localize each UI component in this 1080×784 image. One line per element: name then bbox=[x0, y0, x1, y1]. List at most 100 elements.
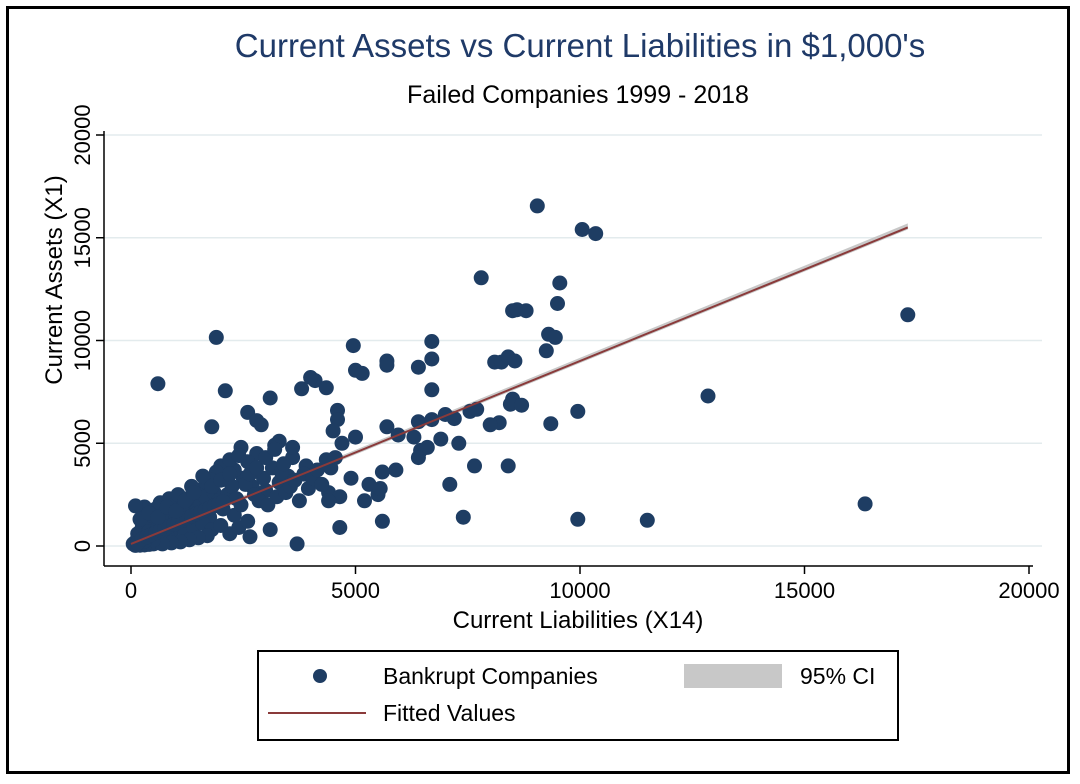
data-point-33 bbox=[700, 388, 716, 404]
data-point-1 bbox=[574, 222, 590, 237]
data-point-86 bbox=[289, 536, 305, 552]
data-point-55 bbox=[325, 423, 341, 439]
fitted-line bbox=[130, 226, 909, 545]
data-point-225 bbox=[267, 441, 283, 457]
data-point-226 bbox=[276, 456, 292, 472]
data-point-36 bbox=[514, 397, 530, 413]
data-point-79 bbox=[332, 520, 348, 535]
x-tick-label-1: 5000 bbox=[331, 578, 380, 603]
data-point-67 bbox=[410, 450, 426, 466]
legend-box bbox=[257, 650, 899, 741]
data-point-66 bbox=[419, 439, 435, 455]
data-point-78 bbox=[321, 493, 337, 509]
data-point-4 bbox=[473, 270, 489, 286]
y-tick-label-1: 5000 bbox=[70, 419, 95, 468]
data-point-35 bbox=[502, 396, 518, 412]
data-point-0 bbox=[529, 198, 545, 214]
data-point-82 bbox=[570, 511, 586, 527]
chart-subtitle: Failed Companies 1999 - 2018 bbox=[407, 81, 749, 109]
scatter-points bbox=[125, 198, 916, 553]
data-point-21 bbox=[379, 357, 395, 373]
data-point-73 bbox=[357, 493, 372, 509]
x-tick-label-3: 15000 bbox=[774, 578, 835, 603]
data-point-59 bbox=[334, 435, 350, 451]
data-point-63 bbox=[500, 458, 516, 474]
data-point-53 bbox=[253, 417, 269, 433]
chart-title: Current Assets vs Current Liabilities in… bbox=[235, 27, 925, 64]
data-point-13 bbox=[424, 334, 440, 349]
axes: 0 5000 10000 15000 20000 0 5000 10000 15000 20000 bbox=[70, 104, 1060, 603]
data-point-19 bbox=[507, 353, 523, 369]
data-point-74 bbox=[372, 481, 388, 496]
y-tick-label-4: 20000 bbox=[70, 104, 95, 165]
data-point-61 bbox=[433, 431, 449, 447]
data-point-48 bbox=[446, 411, 462, 427]
data-point-70 bbox=[374, 464, 390, 480]
data-point-161 bbox=[314, 476, 330, 492]
data-point-52 bbox=[204, 419, 220, 435]
legend-point-marker bbox=[313, 669, 327, 683]
data-point-156 bbox=[291, 493, 307, 509]
data-point-31 bbox=[303, 370, 319, 385]
grid-lines bbox=[104, 134, 1042, 547]
data-point-26 bbox=[150, 376, 166, 392]
x-tick-label-0: 0 bbox=[125, 578, 137, 603]
data-point-2 bbox=[588, 226, 604, 242]
data-point-214 bbox=[168, 503, 184, 519]
legend: Bankrupt Companies 95% CI Fitted Values bbox=[257, 650, 899, 741]
y-tick-label-2: 10000 bbox=[70, 310, 95, 371]
data-point-166 bbox=[128, 498, 143, 514]
data-point-51 bbox=[543, 416, 559, 432]
data-point-83 bbox=[639, 512, 655, 528]
legend-label-bankrupt-companies: Bankrupt Companies bbox=[383, 663, 598, 689]
data-point-22 bbox=[410, 359, 426, 375]
data-point-12 bbox=[547, 329, 563, 345]
data-point-223 bbox=[249, 460, 265, 476]
data-point-42 bbox=[330, 412, 345, 428]
data-point-80 bbox=[374, 513, 390, 529]
data-point-220 bbox=[222, 466, 238, 482]
x-axis-label: Current Liabilities (X14) bbox=[453, 607, 704, 634]
data-point-227 bbox=[285, 439, 301, 455]
data-point-10 bbox=[208, 329, 224, 345]
data-point-75 bbox=[343, 470, 359, 486]
data-point-25 bbox=[354, 365, 370, 381]
data-point-87 bbox=[242, 529, 258, 545]
data-point-56 bbox=[348, 429, 363, 445]
data-point-141 bbox=[224, 478, 240, 494]
data-point-68 bbox=[442, 476, 458, 492]
data-point-3 bbox=[900, 307, 916, 323]
data-point-84 bbox=[857, 496, 873, 512]
data-point-60 bbox=[406, 429, 422, 445]
y-axis-label: Current Assets (X1) bbox=[41, 175, 68, 384]
data-point-62 bbox=[451, 435, 467, 451]
data-point-69 bbox=[388, 462, 404, 478]
data-point-57 bbox=[379, 419, 395, 435]
legend-label-fitted-values: Fitted Values bbox=[383, 700, 516, 726]
data-point-50 bbox=[482, 417, 498, 433]
data-point-14 bbox=[538, 343, 554, 359]
data-point-85 bbox=[262, 522, 278, 538]
data-point-212 bbox=[150, 509, 166, 525]
data-point-5 bbox=[552, 275, 568, 291]
data-point-30 bbox=[318, 380, 334, 396]
y-tick-label-0: 0 bbox=[70, 540, 95, 552]
data-point-216 bbox=[186, 485, 202, 501]
chart-frame bbox=[6, 6, 1070, 774]
data-point-28 bbox=[294, 381, 310, 397]
fitted-line-layer bbox=[130, 226, 909, 545]
data-point-64 bbox=[467, 458, 482, 474]
data-point-217 bbox=[195, 468, 211, 484]
data-point-23 bbox=[424, 351, 440, 367]
data-point-15 bbox=[345, 338, 361, 354]
data-point-27 bbox=[217, 383, 233, 399]
data-point-9 bbox=[518, 303, 534, 319]
y-tick-label-3: 15000 bbox=[70, 207, 95, 268]
data-point-32 bbox=[424, 382, 440, 398]
data-point-179 bbox=[240, 513, 256, 529]
data-point-43 bbox=[262, 390, 278, 406]
legend-ci-swatch bbox=[684, 664, 782, 688]
legend-label-ci: 95% CI bbox=[800, 663, 875, 689]
data-point-37 bbox=[570, 403, 586, 419]
